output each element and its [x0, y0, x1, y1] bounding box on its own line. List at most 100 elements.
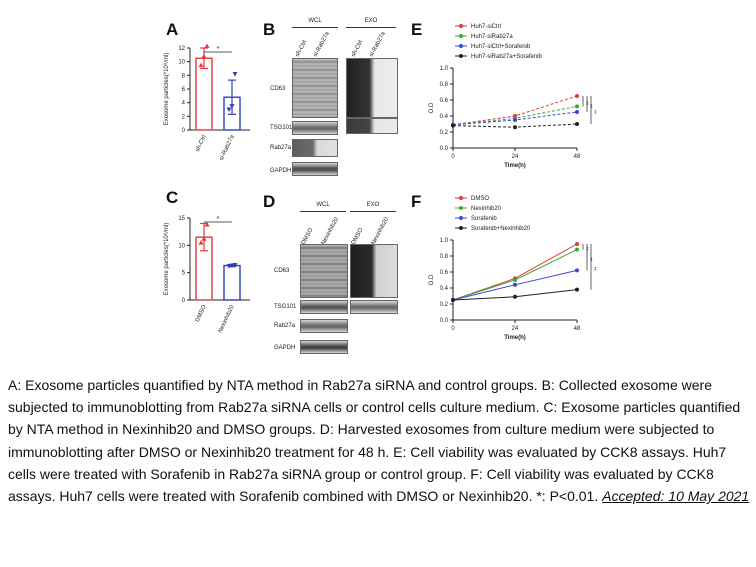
y-tick-label: 0.4	[440, 114, 449, 120]
legend-marker	[459, 206, 463, 210]
y-tick-label: 0.4	[440, 286, 449, 292]
band-label-cd63: CD63	[270, 86, 286, 92]
lane-label: si-Rab27a	[312, 31, 331, 58]
y-tick-label: 0.0	[440, 318, 449, 324]
panel-b-western-blot: WCL EXO sh-Ctrl si-Rab27a sh-Ctrl si-Rab…	[270, 18, 410, 183]
data-point	[198, 62, 204, 68]
legend-entry: Sorafenib	[471, 216, 497, 222]
y-axis-label: O.D	[429, 102, 435, 113]
y-tick-label: 5	[182, 271, 186, 277]
blot-wcl-rab27a	[300, 319, 348, 333]
data-point	[229, 263, 235, 269]
lane-label: Nexinhib20	[370, 216, 391, 246]
data-point	[226, 107, 232, 112]
lane-label: Nexinhib20	[320, 216, 341, 246]
legend-marker	[459, 226, 463, 230]
bar	[223, 264, 241, 301]
legend-entry: Huh7-siRab27a+Sorafenib	[471, 54, 543, 60]
data-point	[575, 104, 579, 109]
panel-e-line-chart: 0.0 0.2 0.4 0.6 0.8 1.0 0 24 48 Time(h) O.D Huh7-si…	[429, 24, 597, 169]
band-label-tsg101: TSG101	[274, 304, 297, 310]
data-point	[575, 122, 579, 126]
blot-wcl-gapdh	[292, 162, 338, 176]
y-tick-label: 10	[178, 243, 185, 249]
band-label-gapdh: GAPDH	[270, 168, 292, 174]
panel-c-bar-chart: 0 5 10 15 Exosome particles(*10⁸/ml) DMSO Nexi…	[163, 216, 250, 334]
x-axis-label: Time(h)	[504, 163, 526, 169]
significance-mark: **	[583, 101, 589, 105]
x-tick-label: 24	[512, 154, 519, 160]
x-tick-label: Nexinhib20	[218, 304, 236, 334]
panel-letter-a: A	[166, 20, 179, 39]
legend-marker	[459, 196, 463, 200]
panel-letter-f: F	[411, 192, 422, 211]
x-tick-label: si-Rab27a	[219, 134, 236, 162]
y-tick-label: 0.2	[440, 302, 449, 308]
data-point	[513, 118, 517, 122]
y-tick-label: 1.0	[440, 238, 449, 244]
y-axis-label: O.D	[429, 274, 435, 285]
legend-entry: Huh7-siRab27a	[471, 34, 513, 40]
legend-marker	[459, 216, 463, 220]
y-tick-label: 8	[182, 73, 186, 79]
blot-exo-cd63	[350, 244, 398, 298]
blot-wcl-tsg101	[300, 300, 348, 314]
data-point	[513, 278, 517, 282]
panel-letter-d: D	[263, 192, 276, 211]
band-label-cd63: CD63	[274, 268, 290, 274]
blot-exo-cd63	[346, 58, 398, 118]
accepted-date: Accepted: 10 May 2021	[602, 488, 750, 505]
y-tick-label: 0.6	[440, 98, 449, 104]
y-tick-label: 0	[182, 298, 186, 304]
band-label-tsg101: TSG101	[270, 125, 293, 131]
data-point	[513, 282, 517, 287]
data-point	[226, 264, 232, 269]
blot-exo-tsg101	[346, 118, 398, 134]
x-tick-label: 0	[451, 326, 455, 332]
y-tick-label: 0.8	[440, 82, 449, 88]
data-point	[204, 43, 210, 48]
y-tick-label: 6	[182, 87, 186, 93]
data-point	[198, 240, 204, 245]
panel-d-western-blot: WCL EXO DMSO Nexinhib20 DMSO Nexinhib20 …	[270, 196, 410, 361]
x-tick-label: 24	[512, 326, 519, 332]
lane-label: sh-Ctrl	[350, 39, 365, 58]
legend-entry: Huh7-siCtrl+Sorafenib	[471, 44, 531, 50]
legend-marker	[459, 44, 463, 48]
y-tick-label: 12	[178, 46, 185, 52]
blot-wcl-cd63	[300, 244, 348, 298]
data-point	[229, 104, 235, 109]
data-point	[201, 53, 207, 59]
data-point	[575, 94, 579, 98]
significance-mark: **	[591, 267, 597, 271]
x-tick-label: DMSO	[195, 304, 208, 323]
legend-entry: Nexinhib20	[471, 206, 502, 212]
y-tick-label: 0.6	[440, 270, 449, 276]
x-tick-label: 48	[574, 326, 581, 332]
y-tick-label: 0.2	[440, 130, 449, 136]
panel-letter-b: B	[263, 20, 276, 39]
y-tick-label: 15	[178, 216, 185, 222]
significance-mark: **	[583, 247, 589, 251]
group-line	[300, 211, 346, 212]
y-tick-label: 4	[182, 101, 186, 107]
group-label-wcl: WCL	[316, 202, 330, 208]
data-point	[451, 123, 455, 128]
lane-label: sh-Ctrl	[294, 39, 309, 58]
blot-exo-tsg101	[350, 300, 398, 314]
caption-text: A: Exosome particles quantified by NTA m…	[8, 377, 741, 505]
panel-a-bar-chart: 0 2 4 6 8 10 12 Exosome particles(*10⁸/ml) sh-Ct…	[163, 43, 250, 162]
data-point	[575, 110, 579, 114]
data-point	[204, 222, 210, 227]
data-point	[201, 236, 207, 241]
data-point	[575, 268, 579, 273]
data-point	[513, 294, 517, 299]
panel-letter-c: C	[166, 188, 179, 207]
y-tick-label: 10	[178, 60, 185, 66]
y-tick-label: 0.0	[440, 146, 449, 152]
legend-marker	[459, 54, 463, 58]
legend-entry: DMSO	[471, 196, 489, 202]
significance-mark: **	[587, 257, 593, 261]
x-tick-label: sh-Ctrl	[195, 134, 208, 153]
data-point	[575, 242, 579, 246]
